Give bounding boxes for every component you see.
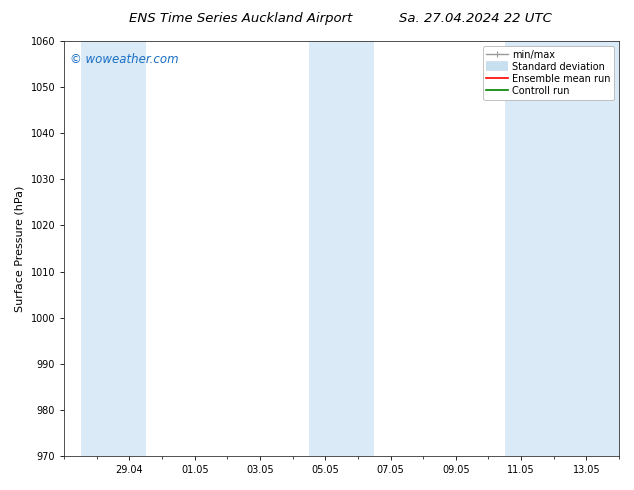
Y-axis label: Surface Pressure (hPa): Surface Pressure (hPa) bbox=[15, 185, 25, 312]
Bar bbox=[81, 41, 146, 456]
Bar bbox=[309, 41, 374, 456]
Legend: min/max, Standard deviation, Ensemble mean run, Controll run: min/max, Standard deviation, Ensemble me… bbox=[482, 46, 614, 99]
Text: © woweather.com: © woweather.com bbox=[70, 53, 178, 67]
Text: Sa. 27.04.2024 22 UTC: Sa. 27.04.2024 22 UTC bbox=[399, 12, 552, 25]
Text: ENS Time Series Auckland Airport: ENS Time Series Auckland Airport bbox=[129, 12, 353, 25]
Bar bbox=[505, 41, 619, 456]
